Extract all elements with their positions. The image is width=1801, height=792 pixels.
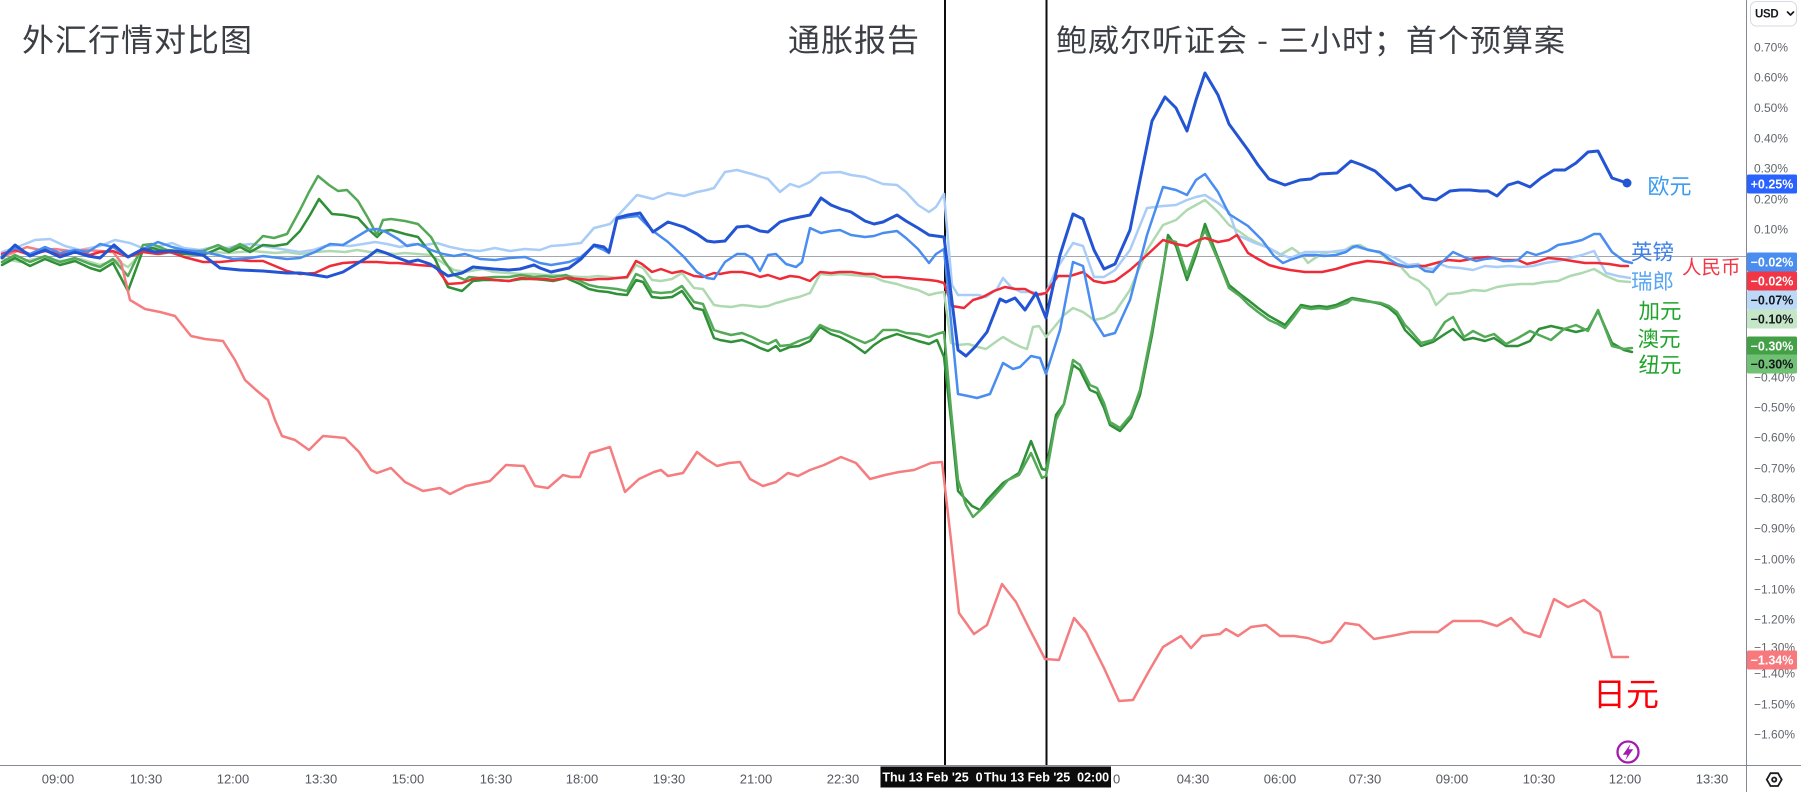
- svg-text:10:30: 10:30: [130, 772, 163, 787]
- svg-text:−0.60%: −0.60%: [1754, 430, 1795, 444]
- svg-text:0.70%: 0.70%: [1754, 40, 1788, 54]
- svg-text:0.20%: 0.20%: [1754, 192, 1788, 206]
- svg-text:−1.40%: −1.40%: [1754, 666, 1795, 680]
- svg-text:−0.40%: −0.40%: [1754, 370, 1795, 384]
- svg-text:18:00: 18:00: [566, 772, 599, 787]
- svg-text:0.60%: 0.60%: [1754, 70, 1788, 84]
- svg-text:0: 0: [1113, 772, 1120, 787]
- svg-text:−0.70%: −0.70%: [1754, 461, 1795, 475]
- svg-text:0.30%: 0.30%: [1754, 161, 1788, 175]
- svg-text:−0.10%: −0.10%: [1751, 313, 1794, 327]
- svg-text:−0.02%: −0.02%: [1751, 256, 1794, 270]
- svg-text:−1.60%: −1.60%: [1754, 727, 1795, 741]
- svg-text:−1.34%: −1.34%: [1751, 654, 1794, 668]
- svg-text:12:00: 12:00: [1609, 772, 1642, 787]
- svg-text:−0.30%: −0.30%: [1751, 358, 1794, 372]
- svg-text:19:30: 19:30: [653, 772, 686, 787]
- svg-text:−0.90%: −0.90%: [1754, 521, 1795, 535]
- svg-text:21:00: 21:00: [740, 772, 773, 787]
- svg-text:16:30: 16:30: [480, 772, 513, 787]
- svg-text:−0.02%: −0.02%: [1751, 275, 1794, 289]
- svg-text:10:30: 10:30: [1523, 772, 1556, 787]
- svg-text:04:30: 04:30: [1177, 772, 1210, 787]
- svg-text:−0.50%: −0.50%: [1754, 400, 1795, 414]
- svg-text:−1.00%: −1.00%: [1754, 552, 1795, 566]
- svg-text:USD: USD: [1755, 9, 1778, 21]
- svg-text:−0.07%: −0.07%: [1751, 294, 1794, 308]
- svg-text:13:30: 13:30: [305, 772, 338, 787]
- svg-text:0.40%: 0.40%: [1754, 131, 1788, 145]
- svg-text:09:00: 09:00: [42, 772, 75, 787]
- svg-text:Thu 13 Feb '25 00:15: Thu 13 Feb '25 00:15: [882, 771, 1007, 785]
- svg-text:−0.30%: −0.30%: [1751, 340, 1794, 354]
- svg-text:−1.10%: −1.10%: [1754, 582, 1795, 596]
- svg-text:−1.50%: −1.50%: [1754, 697, 1795, 711]
- svg-text:06:00: 06:00: [1264, 772, 1297, 787]
- svg-text:+0.25%: +0.25%: [1751, 178, 1794, 192]
- svg-text:0.50%: 0.50%: [1754, 101, 1788, 115]
- svg-text:07:30: 07:30: [1349, 772, 1382, 787]
- svg-text:12:00: 12:00: [217, 772, 250, 787]
- svg-text:13:30: 13:30: [1696, 772, 1729, 787]
- svg-text:0.10%: 0.10%: [1754, 222, 1788, 236]
- svg-text:15:00: 15:00: [392, 772, 425, 787]
- svg-text:09:00: 09:00: [1436, 772, 1469, 787]
- svg-text:22:30: 22:30: [827, 772, 860, 787]
- svg-text:−1.20%: −1.20%: [1754, 612, 1795, 626]
- svg-text:Thu 13 Feb '25 02:00: Thu 13 Feb '25 02:00: [984, 771, 1109, 785]
- svg-text:−0.80%: −0.80%: [1754, 491, 1795, 505]
